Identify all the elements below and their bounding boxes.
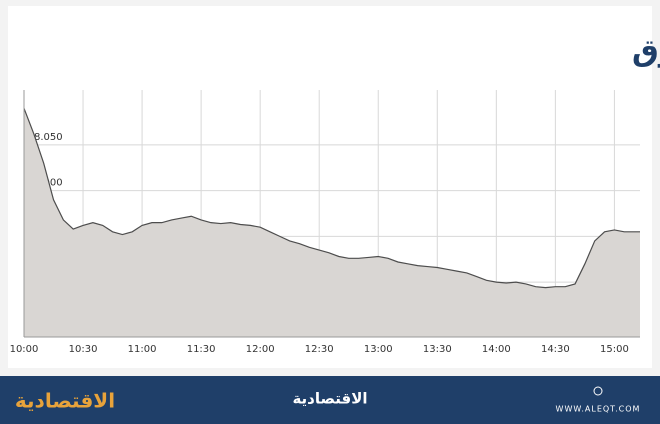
- y-tick-label: 8.050: [34, 132, 63, 143]
- x-tick-label: 11:30: [187, 344, 216, 355]
- x-tick-label: 12:30: [305, 344, 334, 355]
- x-tick-label: 10:30: [69, 344, 98, 355]
- x-tick-label: 13:30: [423, 344, 452, 355]
- x-tick-label: 11:00: [128, 344, 157, 355]
- footer-url: WWW.ALEQT.COM: [556, 405, 641, 414]
- footer-logo: الاقتصادية: [15, 389, 115, 413]
- area: [24, 108, 640, 337]
- x-tick-label: 14:00: [482, 344, 511, 355]
- x-tick-label: 12:00: [246, 344, 275, 355]
- x-tick-label: 10:00: [10, 344, 39, 355]
- line: [23, 108, 640, 289]
- footer-brand: الاقتصادية: [292, 390, 367, 408]
- x-tick-label: 14:30: [541, 344, 570, 355]
- footer-icon: [593, 386, 603, 396]
- x-tick-label: 13:00: [364, 344, 393, 355]
- x-tick-label: 15:00: [600, 344, 629, 355]
- footer-bar: [0, 376, 660, 424]
- chart-title: مؤشر السوق: [632, 34, 660, 69]
